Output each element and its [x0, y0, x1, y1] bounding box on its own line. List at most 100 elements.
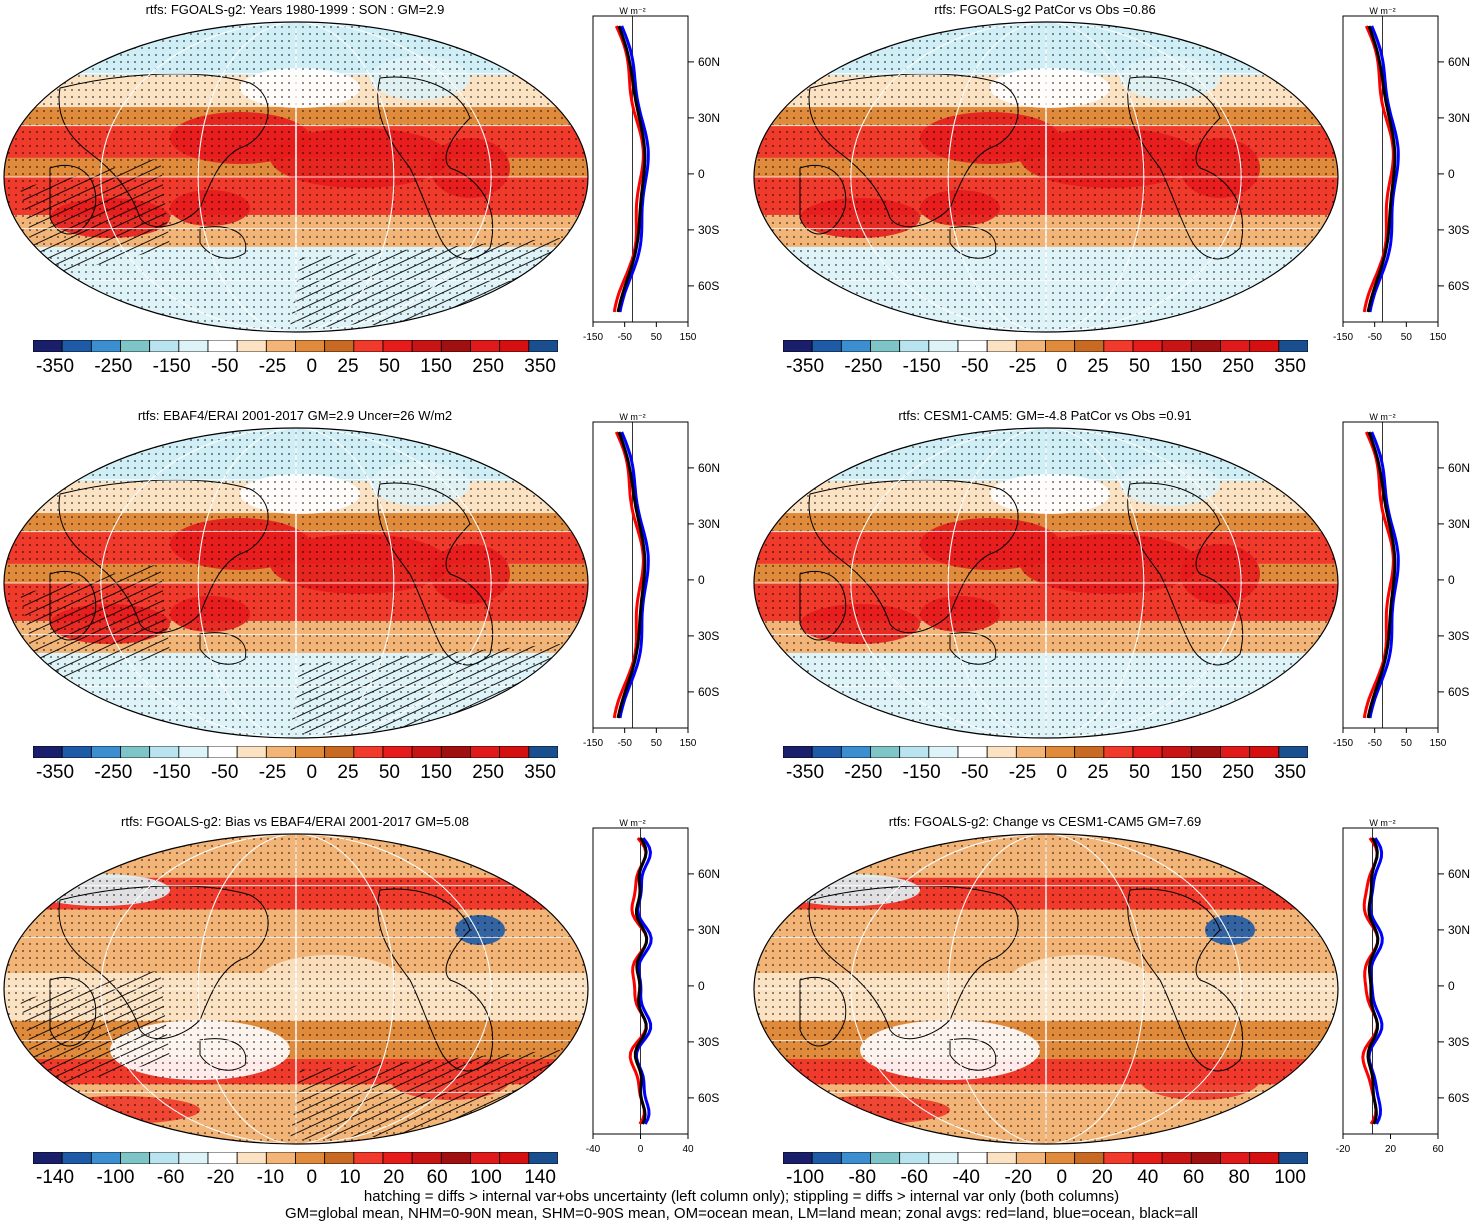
colorbar-tick-label: 250 — [472, 762, 504, 783]
colorbar-tick-label: 350 — [524, 356, 556, 377]
zonal-x-tick: -50 — [1367, 738, 1382, 749]
colorbar-swatch — [986, 1152, 1017, 1164]
colorbar-tick-label: -50 — [960, 356, 989, 377]
zonal-lat-tick: 60S — [1448, 1091, 1469, 1105]
colorbar-tick-label: 60 — [1182, 1167, 1205, 1188]
colorbar-swatch — [382, 340, 413, 352]
colorbar-swatch — [528, 746, 558, 758]
zonal-x-tick: 150 — [680, 332, 697, 343]
zonal-lat-tick: 0 — [1448, 573, 1455, 587]
map-panel-4 — [753, 427, 1339, 739]
colorbar-tick-label: 20 — [1091, 1167, 1113, 1188]
colorbar-6 — [783, 1152, 1308, 1164]
colorbar-swatch — [440, 746, 471, 758]
colorbar-3 — [33, 746, 558, 758]
colorbar-swatch — [499, 1152, 530, 1164]
colorbar-swatch — [295, 340, 326, 352]
panel-title-6: rtfs: FGOALS-g2: Change vs CESM1-CAM5 GM… — [888, 814, 1202, 829]
zonal-lat-tick: 60N — [698, 461, 720, 475]
zonal-curve — [618, 431, 650, 719]
colorbar-swatch — [33, 340, 63, 352]
colorbar-swatch — [899, 1152, 930, 1164]
colorbar-tick-label: 60 — [426, 1167, 448, 1188]
colorbar-swatch — [1074, 340, 1105, 352]
zonal-lat-tick: 60S — [698, 685, 719, 699]
zonal-unit-label: W m⁻² — [1369, 412, 1395, 422]
zonal-lat-tick: 30N — [698, 517, 720, 531]
colorbar-tick-label: -100 — [96, 1167, 135, 1188]
zonal-lat-tick: 30S — [698, 629, 719, 643]
zonal-curve — [1368, 431, 1400, 719]
zonal-curve — [616, 25, 647, 313]
colorbar-1 — [33, 340, 558, 352]
map-panel-1 — [3, 21, 589, 333]
colorbar-tick-label: -50 — [210, 356, 239, 377]
panel-title-5: rtfs: FGOALS-g2: Bias vs EBAF4/ERAI 2001… — [121, 814, 469, 829]
zonal-x-tick: -150 — [1333, 332, 1353, 343]
colorbar-tick-label: 0 — [306, 1167, 318, 1188]
colorbar-tick-label: 50 — [378, 762, 400, 783]
colorbar-swatch — [1015, 1152, 1046, 1164]
colorbar-swatch — [149, 340, 180, 352]
colorbar-swatch — [33, 1152, 63, 1164]
colorbar-swatch — [870, 746, 901, 758]
zonal-curve — [612, 431, 645, 719]
colorbar-swatch — [440, 1152, 471, 1164]
zonal-curve — [1362, 25, 1395, 313]
colorbar-swatch — [353, 746, 384, 758]
zonal-curve — [633, 837, 649, 1125]
colorbar-tick-label: 140 — [524, 1167, 556, 1188]
colorbar-tick-label: 250 — [1222, 762, 1254, 783]
zonal-lat-tick: 30N — [698, 111, 720, 125]
caption-line-2: GM=global mean, NHM=0-90N mean, SHM=0-90… — [284, 1205, 1198, 1222]
zonal-lat-tick: 60S — [698, 279, 719, 293]
zonal-curve — [1366, 837, 1380, 1125]
colorbar-swatch — [1132, 1152, 1163, 1164]
colorbar-swatch — [120, 746, 151, 758]
colorbar-swatch — [1074, 1152, 1105, 1164]
colorbar-swatch — [295, 746, 326, 758]
colorbar-tick-label: -100 — [786, 1167, 825, 1188]
colorbar-swatch — [470, 340, 501, 352]
zonal-lat-tick: 60S — [1448, 685, 1469, 699]
colorbar-tick-label: 100 — [1274, 1167, 1306, 1188]
colorbar-swatch — [353, 340, 384, 352]
zonal-curve — [1362, 431, 1395, 719]
colorbar-tick-label: -150 — [902, 762, 941, 783]
colorbar-swatch — [1220, 340, 1251, 352]
colorbar-swatch — [295, 1152, 326, 1164]
colorbar-swatch — [90, 746, 121, 758]
colorbar-swatch — [265, 746, 296, 758]
colorbar-swatch — [1278, 340, 1308, 352]
zonal-lat-tick: 60N — [1448, 461, 1470, 475]
colorbar-swatch — [61, 340, 92, 352]
colorbar-swatch — [1074, 746, 1105, 758]
zonal-lat-tick: 30S — [698, 223, 719, 237]
colorbar-tick-label: -250 — [844, 356, 883, 377]
zonal-unit-label: W m⁻² — [1369, 6, 1395, 16]
colorbar-swatch — [90, 1152, 121, 1164]
colorbar-tick-label: -25 — [1008, 762, 1037, 783]
colorbar-swatch — [1045, 1152, 1076, 1164]
colorbar-labels-6: -100 -80 -60 -40 -20 0 20 40 60 80 100 — [786, 1167, 1306, 1189]
colorbar-swatch — [840, 340, 871, 352]
colorbar-swatch — [324, 746, 355, 758]
colorbar-swatch — [265, 340, 296, 352]
colorbar-swatch — [986, 340, 1017, 352]
colorbar-swatch — [207, 746, 238, 758]
zonal-lat-tick: 60N — [698, 867, 720, 881]
zonal-curve — [1368, 25, 1400, 313]
colorbar-swatch — [499, 746, 530, 758]
map-panel-3 — [3, 427, 589, 739]
colorbar-swatch — [957, 746, 988, 758]
colorbar-tick-label: 25 — [337, 356, 359, 377]
colorbar-tick-label: 250 — [1222, 356, 1254, 377]
colorbar-tick-label: 25 — [1087, 356, 1109, 377]
zonal-lat-tick: 30S — [1448, 629, 1469, 643]
colorbar-tick-label: 40 — [1137, 1167, 1159, 1188]
zonal-curve — [1361, 837, 1380, 1125]
colorbar-swatch — [811, 746, 842, 758]
zonal-x-tick: -20 — [1336, 1144, 1351, 1155]
zonal-x-tick: 20 — [1385, 1144, 1397, 1155]
colorbar-tick-label: 0 — [306, 356, 318, 377]
